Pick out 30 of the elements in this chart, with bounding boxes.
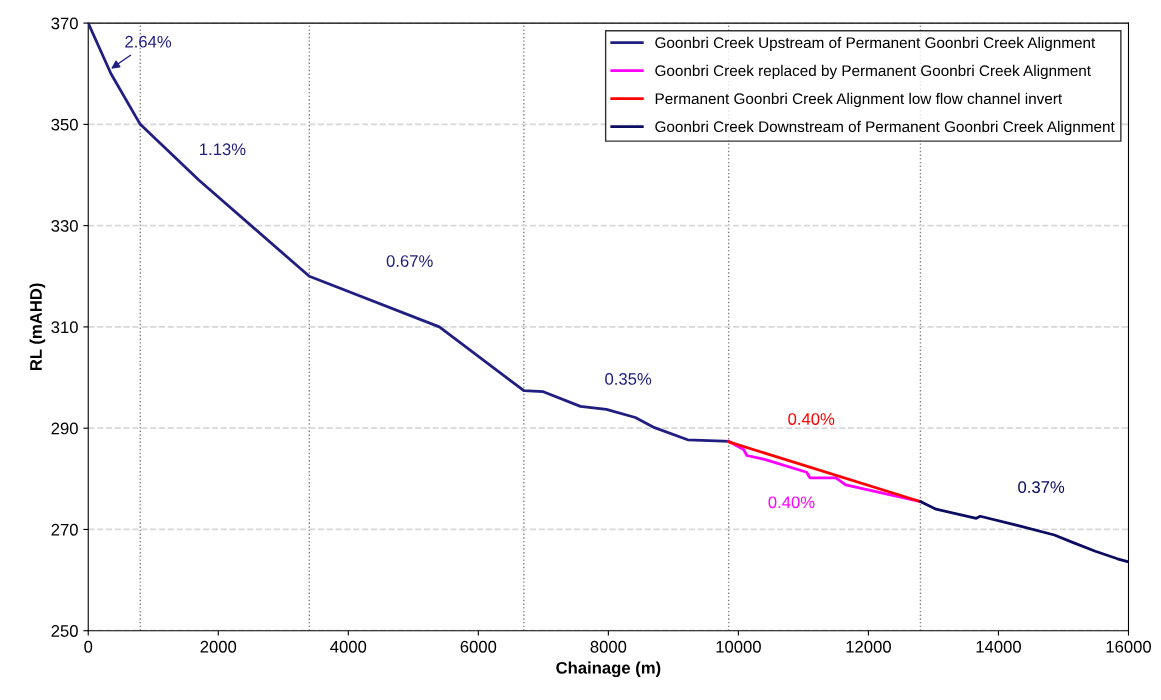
annotation: 2.64%: [125, 35, 172, 48]
x-tick-label: 2000: [200, 640, 237, 653]
annotation: 0.40%: [788, 413, 835, 425]
y-tick-label: 290: [51, 422, 78, 435]
y-tick-label: 310: [51, 321, 78, 334]
line-series: [919, 500, 1129, 564]
y-tick-label: 270: [51, 523, 78, 536]
legend-label: Goonbri Creek Upstream of Permanent Goonbri Creek Alignment: [655, 36, 1096, 52]
y-tick-label: 350: [51, 118, 78, 131]
annotation: 0.35%: [605, 373, 652, 385]
legend-label: Goonbri Creek Downstream of Permanent Goonbri Creek Alignment: [655, 120, 1115, 136]
x-axis-title: Chainage (m): [556, 661, 661, 678]
y-axis-title: RL (mAHD): [29, 283, 46, 371]
y-tick-label: 370: [51, 17, 78, 30]
legend-label: Permanent Goonbri Creek Alignment low flow channel invert: [655, 92, 1063, 108]
annotation: 0.37%: [1018, 481, 1065, 493]
x-tick-label: 6000: [460, 640, 497, 653]
x-tick-label: 10000: [716, 640, 761, 653]
legend-label: Goonbri Creek replaced by Permanent Goonbri Creek Alignment: [655, 64, 1091, 80]
x-tick-label: 12000: [846, 640, 891, 653]
x-tick-label: 8000: [590, 640, 627, 653]
annotation: 0.40%: [768, 496, 815, 509]
y-tick-label: 250: [51, 625, 78, 637]
y-tick-label: 330: [51, 220, 78, 232]
x-tick-label: 16000: [1106, 640, 1152, 653]
x-tick-label: 0: [84, 640, 93, 653]
x-tick-label: 14000: [976, 640, 1021, 653]
annotation: 1.13%: [200, 143, 246, 156]
x-tick-label: 4000: [330, 640, 367, 653]
annotation: 0.67%: [386, 255, 433, 267]
